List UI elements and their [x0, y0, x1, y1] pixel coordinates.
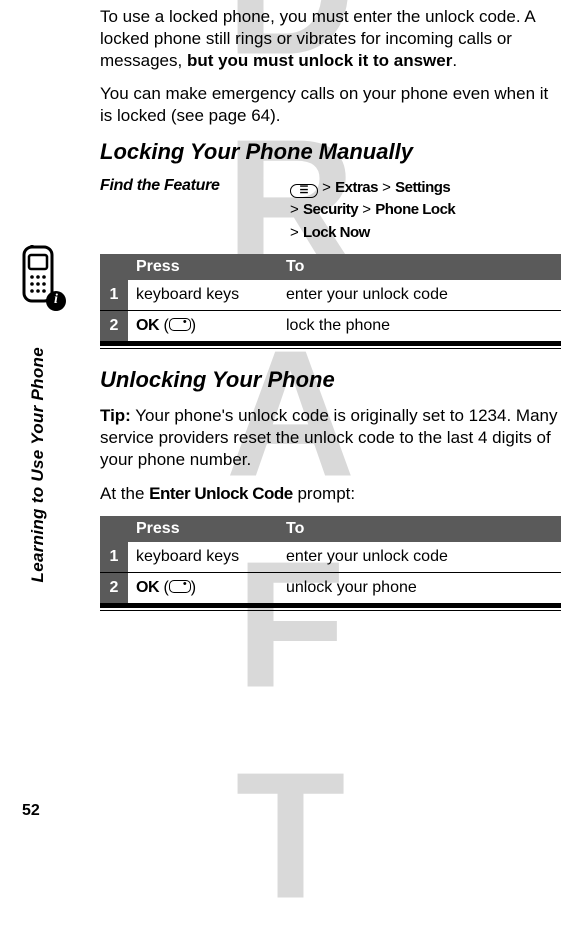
bold-text: but you must unlock it to answer	[187, 51, 452, 70]
softkey-icon	[169, 318, 191, 331]
step-number: 1	[100, 280, 128, 311]
ok-label: OK	[136, 317, 159, 334]
steps-table-unlock: Press To 1 keyboard keys enter your unlo…	[100, 516, 561, 606]
prompt-name: Enter Unlock Code	[149, 484, 293, 503]
tip-paragraph: Tip: Your phone's unlock code is origina…	[100, 405, 561, 470]
page: i Learning to Use Your Phone To use a lo…	[0, 0, 581, 838]
content-column: To use a locked phone, you must enter th…	[100, 0, 561, 611]
step-press: keyboard keys	[128, 542, 278, 573]
step-to: enter your unlock code	[278, 542, 561, 573]
step-number: 1	[100, 542, 128, 573]
info-badge-icon: i	[46, 291, 66, 311]
path-settings: Settings	[395, 179, 450, 196]
step-press: OK ()	[128, 311, 278, 343]
table-row: 1 keyboard keys enter your unlock code	[100, 280, 561, 311]
path-security: Security	[303, 201, 358, 218]
path-phone-lock: Phone Lock	[375, 201, 455, 218]
tip-label: Tip:	[100, 406, 131, 425]
table-header-press: Press	[128, 516, 278, 542]
steps-table-lock: Press To 1 keyboard keys enter your unlo…	[100, 254, 561, 344]
find-feature-row: Find the Feature ☰ > Extras > Settings >…	[100, 177, 561, 245]
intro-paragraph-2: You can make emergency calls on your pho…	[100, 83, 561, 127]
table-header-blank	[100, 254, 128, 280]
page-number: 52	[22, 802, 40, 820]
tip-body: Your phone's unlock code is originally s…	[100, 406, 558, 469]
step-to: enter your unlock code	[278, 280, 561, 311]
ok-label: OK	[136, 579, 159, 596]
find-feature-label: Find the Feature	[100, 177, 290, 195]
menu-key-icon: ☰	[290, 184, 318, 198]
text: prompt:	[293, 484, 355, 503]
step-to: unlock your phone	[278, 573, 561, 605]
phone-info-icon: i	[18, 245, 60, 307]
table-row: 2 OK () lock the phone	[100, 311, 561, 343]
section-heading-unlocking: Unlocking Your Phone	[100, 367, 561, 393]
text: .	[452, 51, 457, 70]
section-heading-locking: Locking Your Phone Manually	[100, 139, 561, 165]
table-row: 2 OK () unlock your phone	[100, 573, 561, 605]
step-press: keyboard keys	[128, 280, 278, 311]
chapter-label: Learning to Use Your Phone	[28, 347, 48, 582]
path-lock-now: Lock Now	[303, 224, 370, 241]
intro-paragraph-1: To use a locked phone, you must enter th…	[100, 6, 561, 71]
table-end-rule	[100, 606, 561, 611]
table-end-rule	[100, 344, 561, 349]
step-number: 2	[100, 573, 128, 605]
table-header-blank	[100, 516, 128, 542]
table-header-to: To	[278, 254, 561, 280]
table-row: 1 keyboard keys enter your unlock code	[100, 542, 561, 573]
step-number: 2	[100, 311, 128, 343]
step-press: OK ()	[128, 573, 278, 605]
prompt-paragraph: At the Enter Unlock Code prompt:	[100, 483, 561, 505]
table-header-to: To	[278, 516, 561, 542]
step-to: lock the phone	[278, 311, 561, 343]
table-header-press: Press	[128, 254, 278, 280]
menu-path: ☰ > Extras > Settings > Security > Phone…	[290, 177, 561, 245]
softkey-icon	[169, 580, 191, 593]
path-extras: Extras	[335, 179, 378, 196]
sidebar: i Learning to Use Your Phone	[18, 245, 73, 582]
text: At the	[100, 484, 149, 503]
